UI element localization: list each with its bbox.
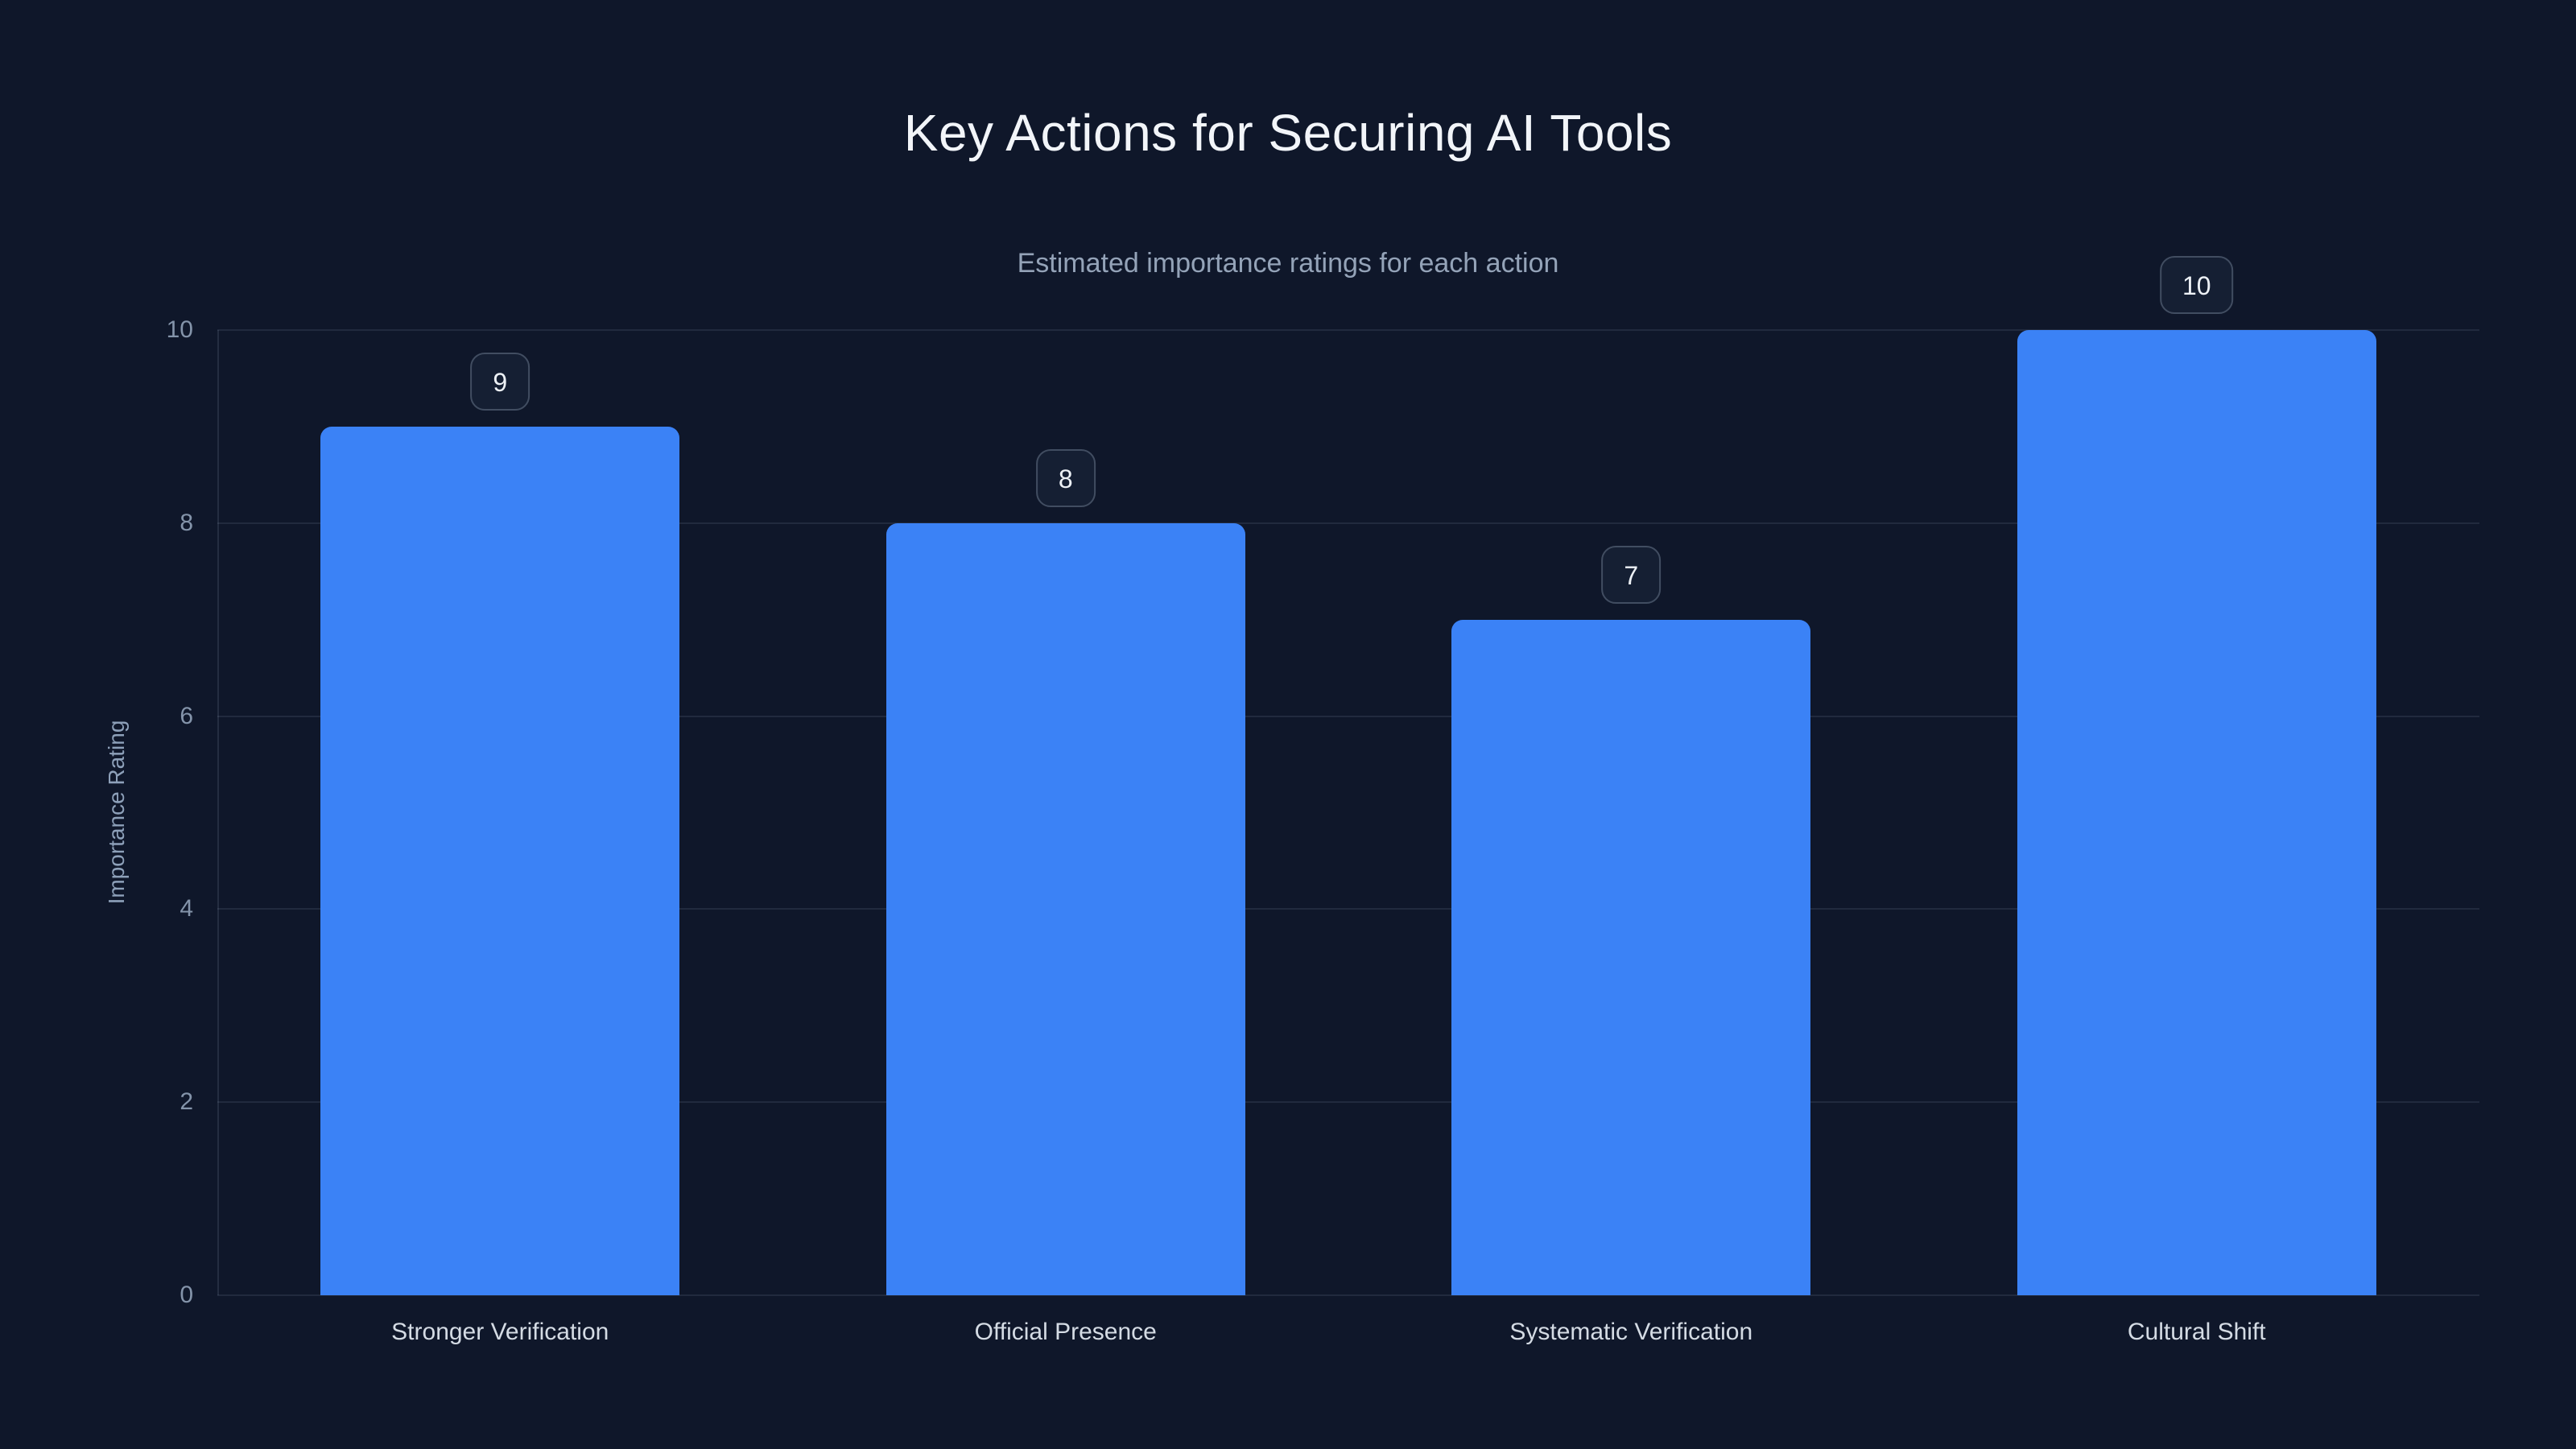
gridline-y-2 xyxy=(217,1101,2479,1104)
gridline-y-8 xyxy=(217,522,2479,524)
x-tick-label-systematic-verification: Systematic Verification xyxy=(1509,1319,1753,1345)
chart-subtitle: Estimated importance ratings for each ac… xyxy=(1017,248,1559,279)
value-label-9: 9 xyxy=(470,352,530,411)
y-tick-label-6: 6 xyxy=(180,702,193,729)
bar-cultural-shift xyxy=(2017,330,2376,1295)
bar-official-presence xyxy=(886,522,1245,1295)
y-tick-label-8: 8 xyxy=(180,509,193,536)
chart-title: Key Actions for Securing AI Tools xyxy=(903,104,1673,162)
y-axis-line xyxy=(217,330,219,1295)
y-tick-label-2: 2 xyxy=(180,1088,193,1116)
x-tick-label-official-presence: Official Presence xyxy=(974,1319,1157,1345)
y-tick-label-4: 4 xyxy=(180,895,193,923)
gridline-y-10 xyxy=(217,329,2479,331)
value-label-7: 7 xyxy=(1601,545,1662,604)
x-tick-label-cultural-shift: Cultural Shift xyxy=(2127,1319,2266,1345)
y-tick-label-10: 10 xyxy=(166,316,193,343)
y-axis-title: Importance Rating xyxy=(104,720,129,905)
gridline-y-6 xyxy=(217,715,2479,717)
y-tick-label-0: 0 xyxy=(180,1282,193,1308)
bar-systematic-verification xyxy=(1451,619,1811,1295)
value-label-10: 10 xyxy=(2159,256,2234,314)
gridline-y-4 xyxy=(217,908,2479,910)
bar-chart-plot-area: 9 8 7 10 xyxy=(217,256,2479,1296)
bar-stronger-verification xyxy=(320,426,680,1295)
x-tick-label-stronger-verification: Stronger Verification xyxy=(391,1319,609,1345)
gridline-y-0 xyxy=(217,1294,2479,1296)
value-label-8: 8 xyxy=(1035,448,1096,507)
